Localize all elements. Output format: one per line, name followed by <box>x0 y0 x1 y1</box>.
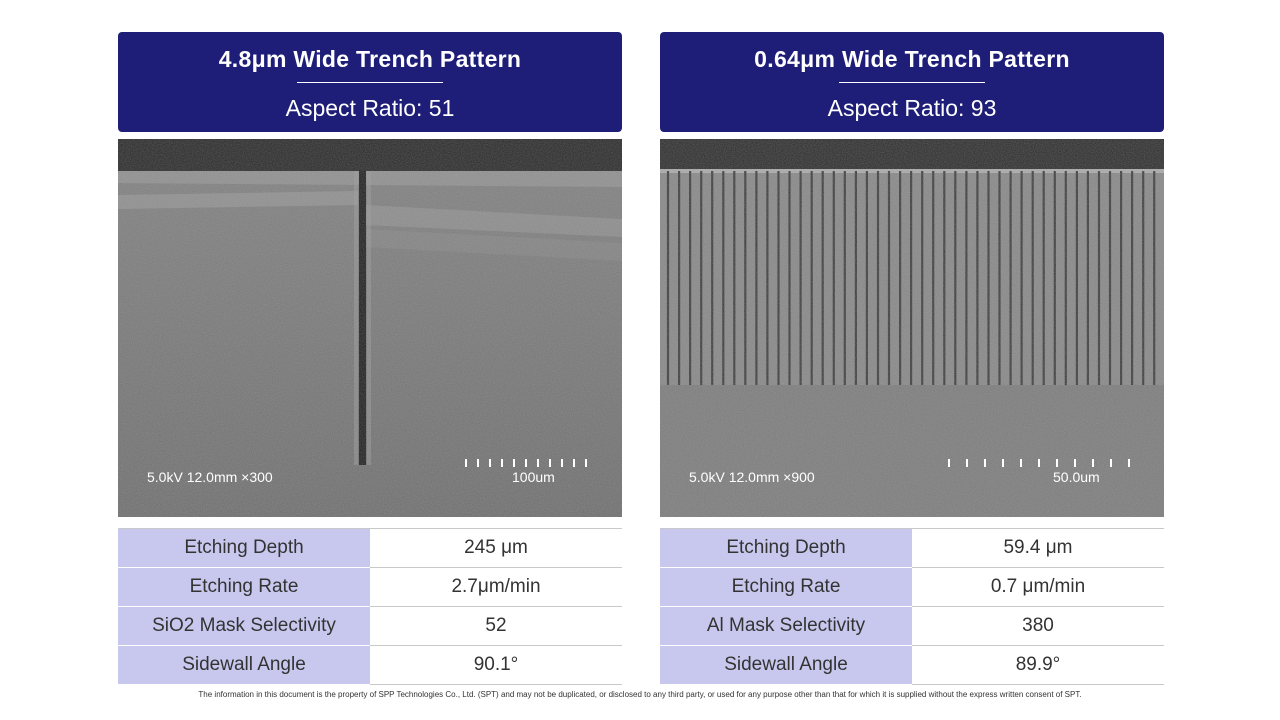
param-label: Etching Rate <box>660 567 912 607</box>
sem-image-wide-trench: 5.0kV 12.0mm ×300 100um <box>118 139 622 517</box>
panel-title: 4.8μm Wide Trench Pattern <box>218 46 522 72</box>
param-label: Sidewall Angle <box>660 645 912 685</box>
param-value: 380 <box>912 606 1164 646</box>
table-row: Al Mask Selectivity 380 <box>660 606 1164 646</box>
param-label: Etching Rate <box>118 567 370 607</box>
aspect-ratio-label: Aspect Ratio: 51 <box>285 95 455 121</box>
panel-title: 0.64μm Wide Trench Pattern <box>754 46 1070 72</box>
param-label: Sidewall Angle <box>118 645 370 685</box>
param-value: 0.7 μm/min <box>912 567 1164 607</box>
param-value: 90.1° <box>370 645 622 685</box>
panel-narrow-trench: 0.64μm Wide Trench Pattern Aspect Ratio:… <box>660 32 1164 685</box>
header-divider <box>297 82 443 83</box>
table-row: SiO2 Mask Selectivity 52 <box>118 606 622 646</box>
panel-wide-trench: 4.8μm Wide Trench Pattern Aspect Ratio: … <box>118 32 622 685</box>
sem-caption: 5.0kV 12.0mm ×300 <box>147 469 273 485</box>
param-label: Etching Depth <box>660 528 912 568</box>
param-value: 59.4 μm <box>912 528 1164 568</box>
param-value: 89.9° <box>912 645 1164 685</box>
header-divider <box>839 82 985 83</box>
sem-caption: 5.0kV 12.0mm ×900 <box>689 469 815 485</box>
param-value: 245 μm <box>370 528 622 568</box>
table-row: Etching Rate 0.7 μm/min <box>660 567 1164 607</box>
aspect-ratio-label: Aspect Ratio: 93 <box>827 95 997 121</box>
scale-bar-label: 50.0um <box>1053 469 1100 485</box>
table-row: Etching Depth 245 μm <box>118 528 622 568</box>
param-value: 52 <box>370 606 622 646</box>
table-row: Sidewall Angle 90.1° <box>118 645 622 685</box>
copyright-footer: The information in this document is the … <box>198 690 1082 699</box>
sem-micrograph <box>660 139 1164 517</box>
sem-micrograph <box>118 139 622 517</box>
table-row: Sidewall Angle 89.9° <box>660 645 1164 685</box>
param-label: Etching Depth <box>118 528 370 568</box>
sem-image-narrow-trench: 5.0kV 12.0mm ×900 50.0um <box>660 139 1164 517</box>
scale-bar-label: 100um <box>512 469 555 485</box>
table-row: Etching Rate 2.7μm/min <box>118 567 622 607</box>
panel-header: 0.64μm Wide Trench Pattern Aspect Ratio:… <box>660 32 1164 132</box>
param-label: Al Mask Selectivity <box>660 606 912 646</box>
param-value: 2.7μm/min <box>370 567 622 607</box>
specs-table: Etching Depth 59.4 μm Etching Rate 0.7 μ… <box>660 528 1164 685</box>
param-label: SiO2 Mask Selectivity <box>118 606 370 646</box>
table-row: Etching Depth 59.4 μm <box>660 528 1164 568</box>
panel-header: 4.8μm Wide Trench Pattern Aspect Ratio: … <box>118 32 622 132</box>
specs-table: Etching Depth 245 μm Etching Rate 2.7μm/… <box>118 528 622 685</box>
